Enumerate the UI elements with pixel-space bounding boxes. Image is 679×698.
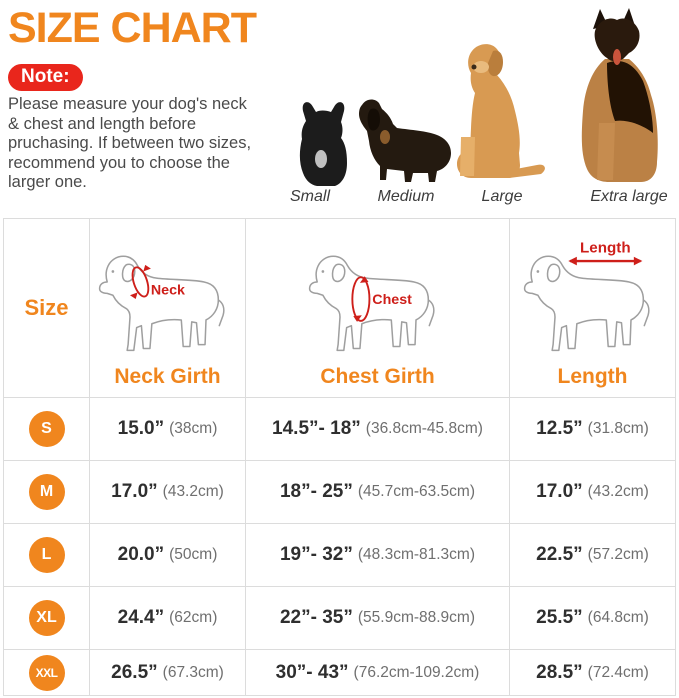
chest-value-cm: (45.7cm-63.5cm) — [357, 483, 476, 500]
table-row-s-size: S — [4, 398, 89, 460]
table-row-xxl-length: 28.5” (72.4cm) — [510, 650, 675, 695]
table-row-l-neck: 20.0” (50cm) — [90, 524, 245, 586]
size-badge-s: S — [28, 411, 65, 447]
dog-size-label-large: Large — [481, 188, 523, 205]
page-title: SIZE CHART — [8, 4, 257, 52]
chest-value: 18”- 25” — [279, 481, 353, 502]
table-row-l-size: L — [4, 524, 89, 586]
table-row-xl-size: XL — [4, 587, 89, 649]
chest-value-cm: (48.3cm-81.3cm) — [357, 546, 476, 563]
neck-value: 20.0” — [117, 544, 165, 565]
size-badge-xl: XL — [28, 600, 65, 636]
table-row-xl-neck: 24.4” (62cm) — [90, 587, 245, 649]
table-row-m-length: 17.0” (43.2cm) — [510, 461, 675, 523]
length-measure-diagram-icon: Length — [523, 240, 650, 352]
note-line: larger one. — [8, 173, 87, 191]
table-row-xl-chest: 22”- 35” (55.9cm-88.9cm) — [246, 587, 509, 649]
size-badge-xxl: XXL — [28, 654, 65, 691]
length-value-cm: (31.8cm) — [587, 420, 649, 437]
table-row-l-length: 22.5” (57.2cm) — [510, 524, 675, 586]
length-value: 12.5” — [536, 418, 583, 439]
dog-size-label-medium: Medium — [377, 188, 435, 205]
note-line: pruchasing. If between two sizes, — [8, 134, 252, 152]
neck-annotation: Neck — [150, 282, 184, 298]
neck-measure-diagram-icon: Neck — [98, 255, 225, 352]
size-column-header: Size — [4, 219, 89, 397]
size-badge-m: M — [28, 474, 65, 510]
neck-value: 26.5” — [111, 661, 158, 683]
length-value: 25.5” — [536, 607, 583, 628]
dachshund-photo — [359, 99, 451, 182]
neck-value-cm: (67.3cm) — [162, 663, 224, 681]
dog-size-label-small: Small — [289, 188, 331, 205]
dog-size-label-extra-large: Extra large — [590, 188, 668, 205]
size-header-label: Size — [24, 295, 69, 320]
size-table: Size Neck Neck Girth Ch — [3, 218, 676, 696]
table-row-m-chest: 18”- 25” (45.7cm-63.5cm) — [246, 461, 509, 523]
table-row-xl-length: 25.5” (64.8cm) — [510, 587, 675, 649]
length-value: 17.0” — [536, 481, 583, 502]
table-row-s-neck: 15.0” (38cm) — [90, 398, 245, 460]
length-annotation: Length — [580, 240, 631, 257]
neck-value-cm: (38cm) — [169, 420, 218, 437]
length-value-cm: (43.2cm) — [587, 483, 649, 500]
neck-value-cm: (50cm) — [169, 546, 218, 563]
length-value-cm: (72.4cm) — [587, 663, 649, 681]
neck-girth-column-header: Neck Neck Girth — [90, 219, 245, 397]
neck-girth-header-label: Neck Girth — [114, 365, 221, 388]
length-value: 28.5” — [536, 661, 583, 683]
chest-value: 14.5”- 18” — [272, 418, 361, 439]
length-column-header: Length Length — [510, 219, 675, 397]
note-line: Please measure your dog's neck — [8, 95, 247, 113]
note-line: recommend you to choose the — [8, 153, 230, 172]
french-bulldog-photo — [299, 102, 347, 186]
table-row-l-chest: 19”- 32” (48.3cm-81.3cm) — [246, 524, 509, 586]
chest-value-cm: (36.8cm-45.8cm) — [365, 420, 483, 437]
table-row-s-length: 12.5” (31.8cm) — [510, 398, 675, 460]
chest-value-cm: (55.9cm-88.9cm) — [357, 609, 476, 626]
chest-annotation: Chest — [372, 292, 412, 308]
size-badge-l: L — [28, 537, 65, 573]
note-badge: Note: — [8, 64, 83, 91]
chest-value: 22”- 35” — [279, 607, 353, 628]
table-row-m-neck: 17.0” (43.2cm) — [90, 461, 245, 523]
golden-retriever-photo — [457, 44, 545, 179]
note-text: Please measure your dog's neck & chest a… — [8, 95, 251, 193]
table-row-xxl-size: XXL — [4, 650, 89, 695]
chest-measure-diagram-icon: Chest — [308, 255, 435, 352]
table-row-m-size: M — [4, 461, 89, 523]
chest-value: 30”- 43” — [275, 661, 349, 683]
german-shepherd-photo — [581, 8, 658, 182]
neck-value-cm: (43.2cm) — [162, 483, 224, 500]
table-row-xxl-neck: 26.5” (67.3cm) — [90, 650, 245, 695]
chest-value-cm: (76.2cm-109.2cm) — [353, 663, 480, 681]
length-value: 22.5” — [536, 544, 583, 565]
length-header-label: Length — [557, 365, 628, 388]
length-value-cm: (57.2cm) — [587, 546, 649, 563]
table-row-s-chest: 14.5”- 18” (36.8cm-45.8cm) — [246, 398, 509, 460]
neck-value: 17.0” — [111, 481, 158, 502]
length-value-cm: (64.8cm) — [587, 609, 649, 626]
table-row-xxl-chest: 30”- 43” (76.2cm-109.2cm) — [246, 650, 509, 695]
neck-value-cm: (62cm) — [169, 609, 218, 626]
note-line: & chest and length before — [8, 114, 197, 133]
chest-girth-header-label: Chest Girth — [320, 365, 435, 388]
neck-value: 24.4” — [117, 607, 165, 628]
chest-girth-column-header: Chest Chest Girth — [246, 219, 509, 397]
chest-value: 19”- 32” — [279, 544, 353, 565]
neck-value: 15.0” — [117, 418, 165, 439]
